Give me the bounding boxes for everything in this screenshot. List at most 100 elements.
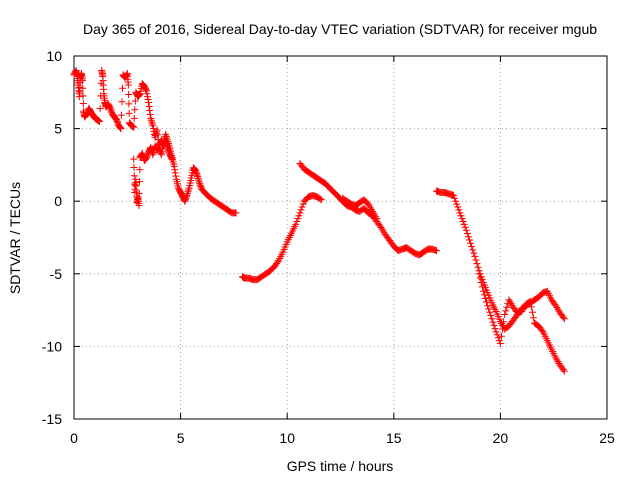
data-point xyxy=(526,297,534,305)
data-point xyxy=(274,258,282,266)
data-point xyxy=(379,227,387,235)
data-point xyxy=(181,196,189,204)
x-tick-label: 5 xyxy=(177,430,185,446)
data-point xyxy=(164,146,172,154)
data-point xyxy=(154,145,162,153)
data-point xyxy=(114,119,122,127)
data-point xyxy=(454,203,462,211)
data-point xyxy=(552,302,560,310)
data-point xyxy=(457,212,465,220)
data-point xyxy=(456,209,464,217)
data-point xyxy=(560,367,568,375)
data-point xyxy=(463,230,471,238)
data-point xyxy=(192,167,200,175)
data-point xyxy=(130,163,138,171)
data-point xyxy=(378,225,386,233)
data-point xyxy=(107,106,115,114)
data-point xyxy=(162,139,170,147)
data-point xyxy=(292,220,300,228)
data-point xyxy=(116,124,124,132)
data-point xyxy=(365,202,373,210)
axis-ticks: 0 5 10 15 20 25 -15 -10 -5 0 5 10 xyxy=(42,48,615,446)
data-point xyxy=(130,123,138,131)
data-point xyxy=(465,236,473,244)
data-point xyxy=(145,102,153,110)
data-point xyxy=(373,215,381,223)
data-point xyxy=(475,270,483,278)
data-point xyxy=(182,193,190,201)
data-point xyxy=(125,100,133,108)
data-point xyxy=(488,315,496,323)
data-point xyxy=(485,305,493,313)
data-point xyxy=(125,90,133,98)
data-point xyxy=(371,211,379,219)
data-point xyxy=(496,339,504,347)
x-tick-label: 25 xyxy=(599,430,615,446)
data-point xyxy=(477,279,485,287)
data-point xyxy=(82,112,90,120)
data-point xyxy=(552,354,560,362)
data-point xyxy=(164,145,172,153)
data-point xyxy=(172,172,180,180)
data-point xyxy=(432,247,440,255)
data-point xyxy=(158,148,166,156)
data-point xyxy=(142,154,150,162)
y-tick-label: 0 xyxy=(54,193,62,209)
data-point xyxy=(518,308,526,316)
data-point xyxy=(461,223,469,231)
data-point xyxy=(152,130,160,138)
data-point xyxy=(144,93,152,101)
data-point xyxy=(163,143,171,151)
data-point xyxy=(367,206,375,214)
data-point xyxy=(520,304,528,312)
data-point xyxy=(162,138,170,146)
data-point xyxy=(297,206,305,214)
data-point xyxy=(560,315,568,323)
data-point xyxy=(163,141,171,149)
plot-border xyxy=(73,55,608,420)
data-point xyxy=(141,155,149,163)
data-point xyxy=(459,218,467,226)
data-point xyxy=(145,98,153,106)
data-point xyxy=(559,313,567,321)
data-point xyxy=(142,86,150,94)
data-point xyxy=(196,181,204,189)
data-point xyxy=(366,204,374,212)
data-point xyxy=(181,197,189,205)
data-point xyxy=(153,126,161,134)
data-point xyxy=(146,106,154,114)
y-tick-label: 10 xyxy=(46,48,62,64)
data-points xyxy=(70,67,568,375)
data-point xyxy=(182,194,190,202)
data-point xyxy=(364,200,372,208)
y-tick-label: -10 xyxy=(42,338,62,354)
data-point xyxy=(370,209,378,217)
data-point xyxy=(116,123,124,131)
data-point xyxy=(484,302,492,310)
x-axis-label: GPS time / hours xyxy=(287,458,394,474)
data-point xyxy=(316,195,324,203)
data-point xyxy=(487,312,495,320)
data-point xyxy=(153,146,161,154)
data-point xyxy=(554,305,562,313)
data-point xyxy=(486,308,494,316)
data-point xyxy=(162,132,170,140)
data-point xyxy=(294,215,302,223)
data-point xyxy=(135,202,143,210)
data-point xyxy=(505,296,513,304)
data-point xyxy=(113,116,121,124)
data-point xyxy=(317,196,325,204)
data-point xyxy=(136,166,144,174)
y-tick-label: -15 xyxy=(42,411,62,427)
data-point xyxy=(503,303,511,311)
x-tick-label: 0 xyxy=(70,430,78,446)
data-point xyxy=(481,294,489,302)
data-point xyxy=(168,154,176,162)
data-point xyxy=(195,178,203,186)
data-series xyxy=(339,194,381,223)
data-point xyxy=(143,90,151,98)
data-point xyxy=(125,109,133,117)
data-point xyxy=(470,249,478,257)
data-point xyxy=(113,117,121,125)
data-point xyxy=(183,191,191,199)
